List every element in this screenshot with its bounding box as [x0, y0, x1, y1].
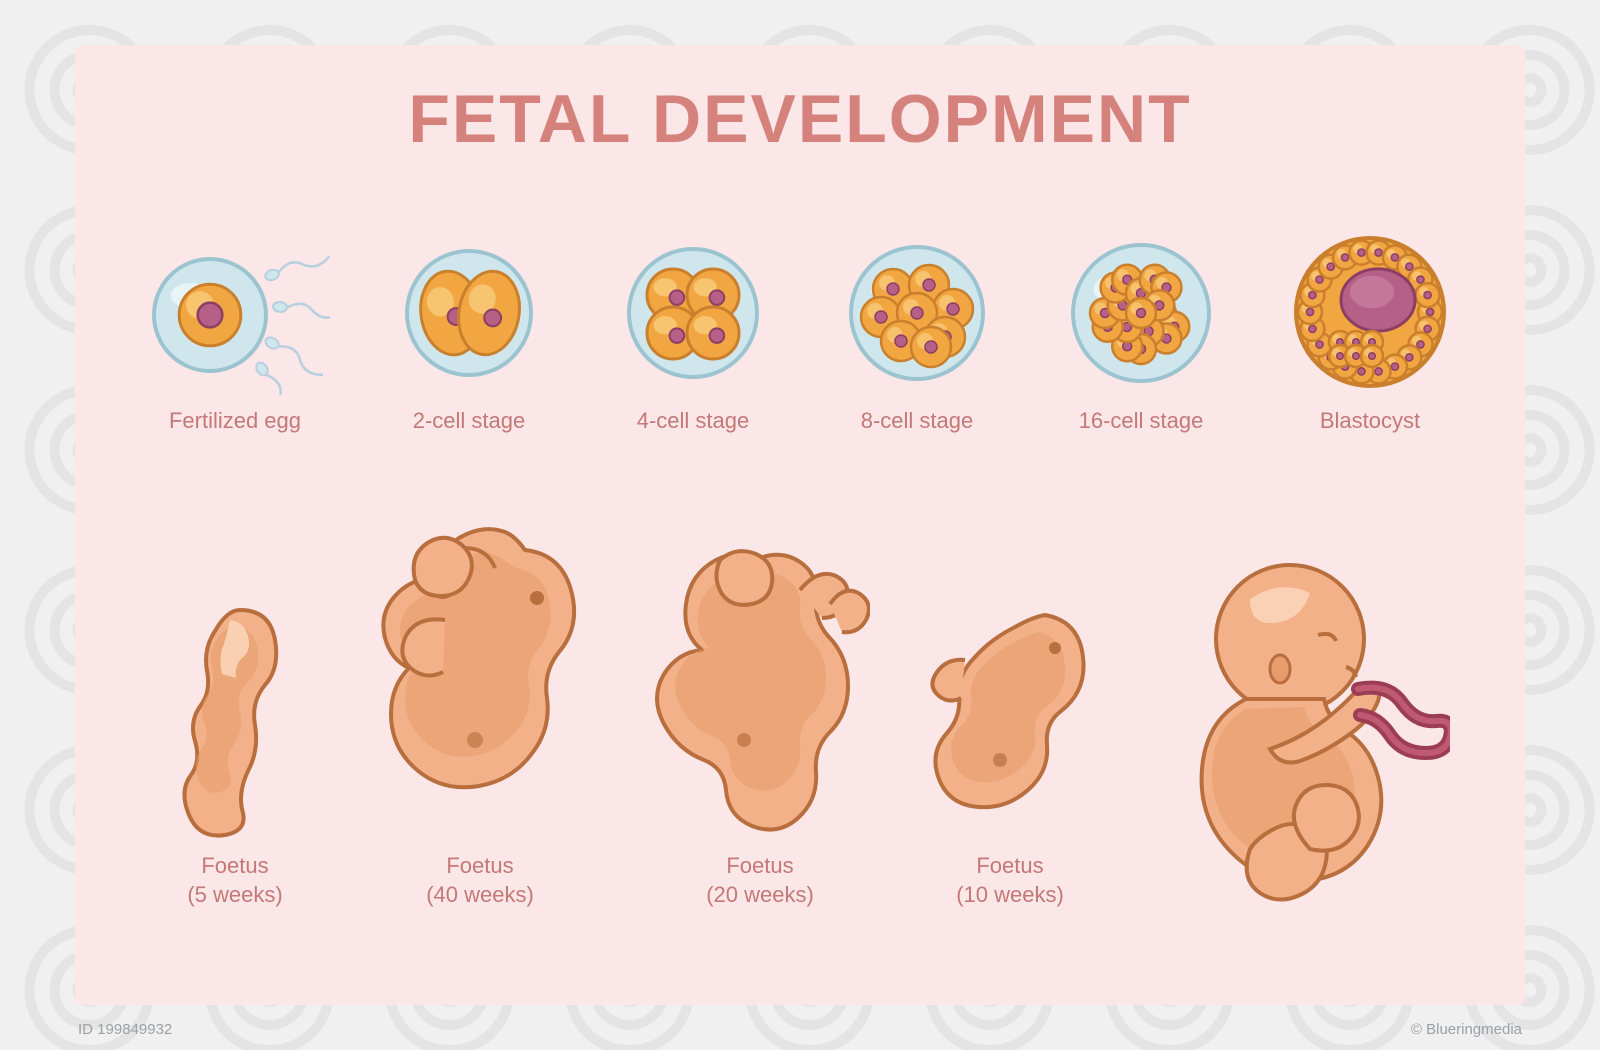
stage-w20: Foetus (20 weeks): [650, 540, 870, 909]
stage-cell4: 4-cell stage: [608, 225, 778, 436]
label-cell8: 8-cell stage: [861, 407, 974, 436]
label-cell16: 16-cell stage: [1079, 407, 1204, 436]
illustration-w40: [355, 520, 605, 840]
stage-w5: Foetus (5 weeks): [160, 590, 310, 909]
stage-cell16: 16-cell stage: [1056, 225, 1226, 436]
illustration-cell4: [608, 225, 778, 395]
illustration-full: [1150, 549, 1450, 909]
illustration-cell16: [1056, 225, 1226, 395]
illustration-fertilized: [140, 225, 330, 395]
label-w40: Foetus (40 weeks): [426, 852, 534, 909]
stage-w40: Foetus (40 weeks): [355, 520, 605, 909]
label-fertilized: Fertilized egg: [169, 407, 301, 436]
label-cell4: 4-cell stage: [637, 407, 750, 436]
row-cell-stages: Fertilized egg 2-cell stage: [140, 225, 1460, 436]
illustration-cell2: [384, 225, 554, 395]
label-w5: Foetus (5 weeks): [187, 852, 282, 909]
illustration-cell8: [832, 225, 1002, 395]
label-blastocyst: Blastocyst: [1320, 407, 1420, 436]
stage-w10: Foetus (10 weeks): [915, 590, 1105, 909]
row-foetus-stages: Foetus (5 weeks) Foetus (40 weeks) Foetu…: [160, 520, 1450, 909]
illustration-w5: [160, 590, 310, 840]
label-w10: Foetus (10 weeks): [956, 852, 1064, 909]
page-title: FETAL DEVELOPMENT: [0, 80, 1600, 158]
stage-cell8: 8-cell stage: [832, 225, 1002, 436]
stage-full: [1150, 549, 1450, 909]
illustration-w20: [650, 540, 870, 840]
illustration-blastocyst: [1280, 225, 1460, 395]
label-cell2: 2-cell stage: [413, 407, 526, 436]
stage-blastocyst: Blastocyst: [1280, 225, 1460, 436]
watermark-credit: © Blueringmedia: [1411, 1021, 1522, 1038]
stage-cell2: 2-cell stage: [384, 225, 554, 436]
stage-fertilized: Fertilized egg: [140, 225, 330, 436]
canvas: FETAL DEVELOPMENT Fertilized egg 2-cell …: [0, 0, 1600, 1050]
watermark-id: ID 199849932: [78, 1021, 172, 1038]
illustration-w10: [915, 590, 1105, 840]
label-w20: Foetus (20 weeks): [706, 852, 814, 909]
